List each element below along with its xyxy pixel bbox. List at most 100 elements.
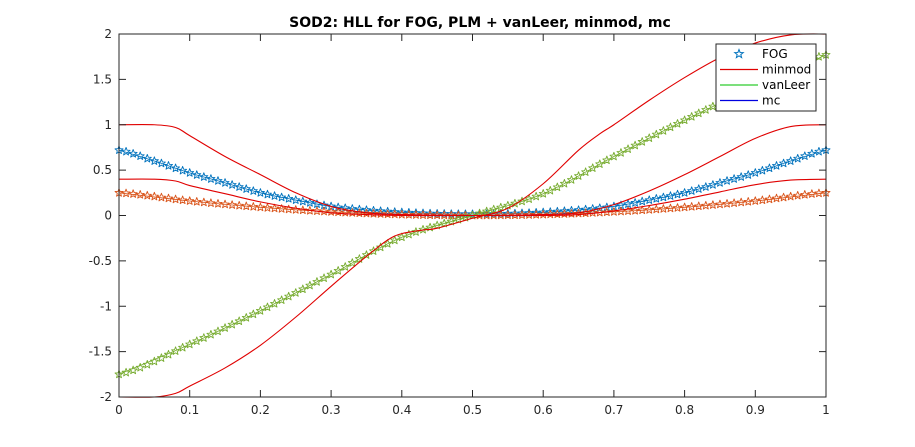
fog-marker xyxy=(234,182,244,191)
fog-marker xyxy=(164,161,173,170)
fog-marker xyxy=(376,242,386,252)
fog-marker xyxy=(128,189,138,198)
fog-marker xyxy=(142,190,152,200)
fog-marker xyxy=(354,204,364,214)
fog-marker xyxy=(673,189,682,199)
fog-marker xyxy=(680,115,690,125)
fog-marker xyxy=(241,313,251,322)
fog-marker xyxy=(701,105,711,114)
fog-marker xyxy=(489,204,499,214)
fog-marker xyxy=(552,182,562,192)
fog-marker xyxy=(164,349,173,359)
fog-marker xyxy=(234,316,244,326)
fog-marker xyxy=(263,302,272,312)
fog-marker xyxy=(765,194,774,204)
fog-marker xyxy=(743,197,753,206)
fog-marker xyxy=(255,188,265,197)
fog-marker xyxy=(149,191,159,201)
fog-marker xyxy=(369,205,378,215)
fog-marker xyxy=(651,129,661,139)
fog-marker xyxy=(800,151,810,160)
fog-marker xyxy=(326,269,336,279)
fog-marker xyxy=(750,168,760,177)
fog-marker xyxy=(807,189,817,198)
fog-marker xyxy=(277,295,287,304)
fog-marker xyxy=(559,179,569,188)
fog-marker xyxy=(588,163,598,172)
fog-marker xyxy=(779,158,789,168)
y-tick-label: 0 xyxy=(104,209,112,223)
legend-star-icon xyxy=(733,48,745,59)
x-tick-label: 0.3 xyxy=(322,403,341,417)
fog-marker xyxy=(673,119,682,128)
minmod-series-line-4 xyxy=(118,178,827,217)
fog-marker xyxy=(178,195,188,205)
fog-marker xyxy=(227,200,237,209)
fog-marker xyxy=(227,319,237,329)
fog-marker xyxy=(736,172,746,181)
fog-marker xyxy=(701,182,711,191)
x-tick-label: 0.2 xyxy=(251,403,270,417)
fog-marker xyxy=(291,195,301,204)
x-tick-label: 0.7 xyxy=(604,403,623,417)
fog-marker xyxy=(298,196,308,206)
fog-marker xyxy=(701,200,711,210)
fog-series-2 xyxy=(114,50,831,379)
fog-marker xyxy=(213,199,223,208)
fog-marker xyxy=(666,191,675,200)
fog-marker xyxy=(779,192,789,202)
legend-entry-FOG: FOG xyxy=(733,47,788,61)
fog-marker xyxy=(354,254,364,263)
x-tick-label: 0 xyxy=(115,403,123,417)
fog-marker xyxy=(786,156,796,165)
fog-marker xyxy=(772,193,781,203)
fog-marker xyxy=(185,339,195,349)
fog-marker xyxy=(793,190,803,200)
legend-entry-minmod: minmod xyxy=(720,63,811,77)
fog-marker xyxy=(263,189,272,199)
fog-marker xyxy=(156,158,166,168)
fog-marker xyxy=(694,108,704,118)
fog-marker xyxy=(715,178,725,187)
legend-label: minmod xyxy=(762,63,811,77)
fog-marker xyxy=(220,178,230,187)
fog-marker xyxy=(142,153,152,163)
fog-marker xyxy=(453,214,463,224)
y-tick-label: -0.5 xyxy=(89,254,112,268)
fog-marker xyxy=(644,195,654,204)
fog-marker xyxy=(772,161,781,170)
x-tick-label: 0.1 xyxy=(180,403,199,417)
series-layer xyxy=(114,33,831,398)
fog-marker xyxy=(694,201,704,211)
fog-marker xyxy=(468,210,477,220)
fog-marker xyxy=(729,174,739,183)
fog-marker xyxy=(298,284,308,294)
fog-marker xyxy=(171,194,180,204)
fog-marker xyxy=(362,205,371,214)
fog-marker xyxy=(171,346,180,355)
fog-marker xyxy=(482,206,492,216)
legend-box xyxy=(715,43,817,112)
fog-marker xyxy=(765,163,774,173)
fog-marker xyxy=(743,170,753,179)
fog-marker xyxy=(687,186,697,195)
fog-marker xyxy=(708,200,718,209)
fog-marker xyxy=(220,199,230,209)
fog-marker xyxy=(390,235,400,245)
fog-marker xyxy=(255,306,265,315)
x-tick-label: 0.4 xyxy=(392,403,411,417)
fog-marker xyxy=(171,163,180,173)
fog-marker xyxy=(312,277,322,286)
fog-marker xyxy=(333,266,343,275)
fog-marker xyxy=(793,153,803,163)
fog-marker xyxy=(369,246,378,255)
fog-marker xyxy=(121,188,131,198)
fog-marker xyxy=(135,151,145,160)
fog-marker xyxy=(538,189,548,198)
fog-marker xyxy=(750,196,760,205)
fog-marker xyxy=(213,326,223,336)
fog-marker xyxy=(376,206,386,215)
fog-marker xyxy=(199,172,209,181)
legend-entry-vanLeer: vanLeer xyxy=(720,78,810,92)
